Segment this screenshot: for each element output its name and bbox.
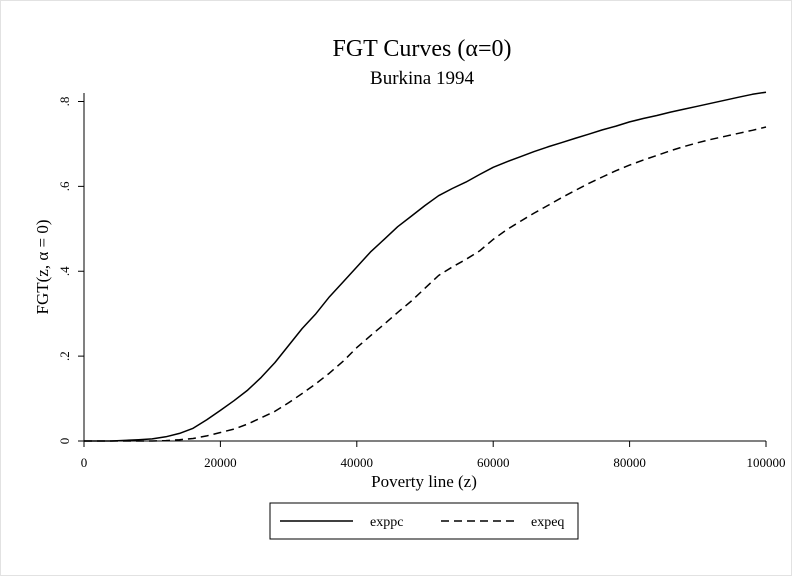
chart-subtitle: Burkina 1994 bbox=[370, 68, 474, 89]
y-tick-label: .2 bbox=[57, 351, 72, 361]
y-axis-label: FGT(z, α = 0) bbox=[33, 220, 52, 315]
series-line-expeq bbox=[84, 126, 767, 442]
y-axis-ticks: 0 .2 .4 .6 .8 bbox=[57, 97, 84, 445]
legend-label-exppc: exppc bbox=[370, 515, 403, 530]
x-tick-label: 80000 bbox=[613, 455, 646, 470]
x-tick-label: 100000 bbox=[747, 455, 786, 470]
y-tick-label: .8 bbox=[57, 97, 72, 107]
x-axis-label: Poverty line (z) bbox=[371, 472, 477, 491]
x-tick-label: 20000 bbox=[204, 455, 237, 470]
y-tick-label: 0 bbox=[57, 438, 72, 445]
series-line-exppc bbox=[84, 91, 767, 442]
legend-label-expeq: expeq bbox=[531, 515, 564, 530]
x-tick-label: 0 bbox=[81, 455, 88, 470]
series-layer bbox=[84, 91, 767, 442]
chart-title: FGT Curves (α=0) bbox=[333, 36, 512, 62]
x-axis-ticks: 0 20000 40000 60000 80000 100000 bbox=[81, 441, 786, 470]
x-tick-label: 60000 bbox=[477, 455, 510, 470]
y-tick-label: .4 bbox=[57, 266, 72, 276]
legend: exppc expeq bbox=[269, 502, 579, 540]
y-tick-label: .6 bbox=[57, 181, 72, 191]
x-tick-label: 40000 bbox=[341, 455, 374, 470]
